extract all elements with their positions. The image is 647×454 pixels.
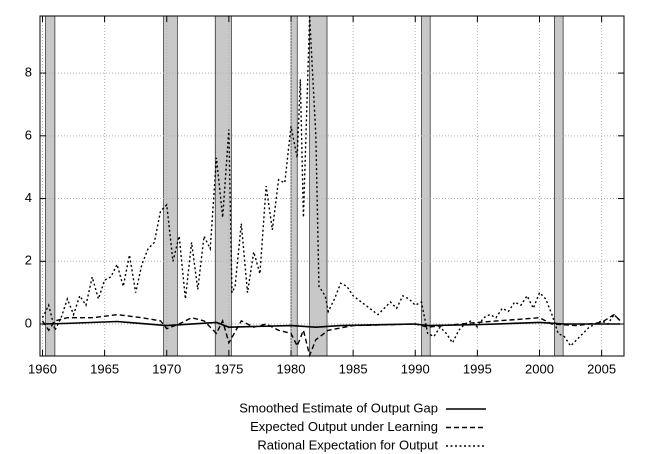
x-tick-label: 1970: [152, 361, 181, 376]
y-tick-label: 2: [25, 253, 32, 268]
x-tick-label: 1990: [401, 361, 430, 376]
shaded-period: [290, 15, 298, 357]
series-line: [42, 320, 621, 328]
plot-frame: [39, 15, 625, 357]
y-tick-label: 6: [25, 127, 32, 142]
shaded-period: [163, 15, 178, 357]
x-tick-label: 1980: [277, 361, 306, 376]
shaded-period: [309, 15, 328, 357]
series-line: [41, 313, 621, 358]
y-tick-label: 0: [25, 315, 32, 330]
shaded-period: [421, 15, 431, 357]
y-tick-label: 8: [25, 65, 32, 80]
x-tick-label: 2000: [525, 361, 554, 376]
shaded-period: [554, 15, 564, 357]
y-tick-label: 4: [25, 190, 32, 205]
x-tick-label: 2005: [587, 361, 616, 376]
x-tick-label: 1995: [463, 361, 492, 376]
x-tick-label: 1985: [339, 361, 368, 376]
x-tick-label: 1965: [90, 361, 119, 376]
legend-label: Expected Output under Learning: [250, 419, 438, 434]
x-tick-label: 1960: [28, 361, 57, 376]
series-line: [41, 16, 621, 348]
legend-label: Smoothed Estimate of Output Gap: [239, 400, 438, 415]
shaded-period: [45, 15, 56, 357]
x-tick-label: 1975: [214, 361, 243, 376]
legend-label: Rational Expectation for Output: [257, 437, 438, 452]
